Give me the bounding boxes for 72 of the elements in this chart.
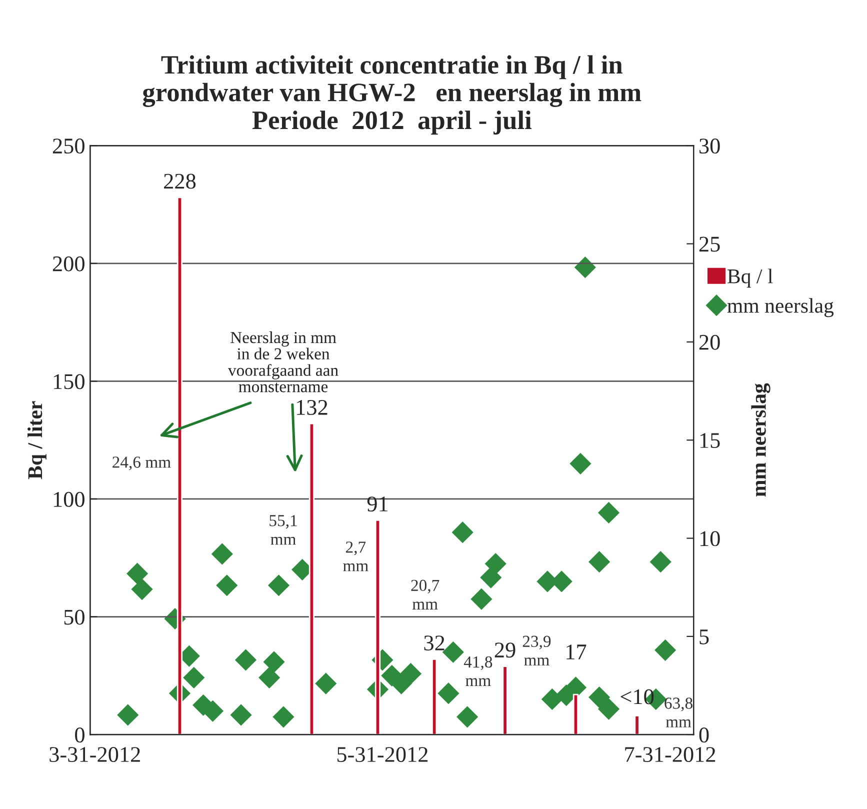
point: [400, 663, 422, 684]
y2-tick-label: 25: [699, 236, 720, 252]
annotation: Neerslag in mm in de 2 weken voorafgaand aan monstername: [228, 331, 338, 392]
point: [598, 698, 620, 720]
y-tick-label: 250: [52, 138, 84, 154]
point: [126, 563, 148, 584]
y-tick-label: 50: [64, 610, 84, 625]
y2-tick-label: 15: [700, 433, 720, 448]
data-label: 17: [566, 644, 586, 660]
point: [588, 686, 610, 708]
point: [183, 667, 204, 688]
data-label: 91: [367, 496, 388, 512]
data-label: 29: [494, 642, 516, 658]
point: [216, 574, 238, 596]
bar: [572, 694, 579, 735]
point: [117, 704, 138, 726]
y-tick-label: 100: [54, 492, 84, 507]
point: [650, 551, 672, 572]
bar: [431, 658, 438, 735]
point: [452, 522, 474, 543]
y-tick-label: 150: [54, 374, 84, 390]
point: [442, 642, 464, 663]
point: [485, 553, 506, 574]
point: [542, 688, 563, 710]
point: [258, 667, 280, 688]
y-tick-label: 200: [52, 256, 84, 272]
point: [264, 651, 285, 672]
point: [268, 574, 290, 596]
bar: [634, 715, 640, 735]
annotation: 2,7 mm: [343, 542, 368, 572]
bar: [176, 196, 183, 735]
point: [438, 682, 459, 704]
x-tick-label: 3-31-2012: [50, 747, 140, 762]
y-axis-title: Bq / liter: [28, 401, 46, 480]
y2-axis-title: mm neerslag: [751, 383, 770, 497]
point: [470, 588, 492, 610]
point: [570, 453, 591, 474]
legend-label: mm neerslag: [727, 298, 834, 318]
point: [132, 578, 153, 600]
bar: [374, 520, 381, 735]
y-tick-label: 0: [75, 728, 84, 742]
y2-tick-label: 0: [699, 728, 709, 742]
x-tick-label: 5-31-2012: [337, 747, 428, 762]
bar: [502, 666, 508, 735]
point: [588, 551, 610, 572]
x-tick-label: 7-31-2012: [625, 747, 716, 762]
y2-tick-label: 5: [700, 630, 709, 644]
annotation: 63,8 mm: [664, 698, 692, 728]
point: [212, 543, 233, 564]
point: [235, 649, 256, 670]
annotation: 24,6 mm: [112, 456, 171, 470]
point: [480, 567, 502, 588]
data-label: 32: [424, 636, 444, 651]
bar: [308, 422, 315, 735]
point: [598, 502, 620, 524]
data-label: 228: [164, 174, 196, 189]
annotation: 23,9 mm: [522, 636, 551, 666]
annotation: 41,8 mm: [464, 656, 492, 686]
point: [456, 706, 478, 728]
annotation: 20,7 mm: [411, 580, 440, 610]
legend-label: Bq / l: [728, 268, 773, 288]
y2-tick-label: 30: [700, 138, 720, 154]
data-label: 132: [297, 400, 328, 415]
point: [574, 256, 596, 278]
y2-tick-label: 20: [699, 334, 720, 350]
point: [315, 673, 336, 694]
chart-title: Tritium activiteit concentratie in Bq / l in grondwater van HGW-2 en neerslag in mm Periode 2012 april - juli: [142, 55, 642, 135]
y2-tick-label: 10: [700, 531, 720, 546]
point: [272, 706, 294, 728]
point: [230, 704, 252, 726]
annotation: 55,1 mm: [270, 515, 297, 545]
point: [654, 640, 676, 661]
